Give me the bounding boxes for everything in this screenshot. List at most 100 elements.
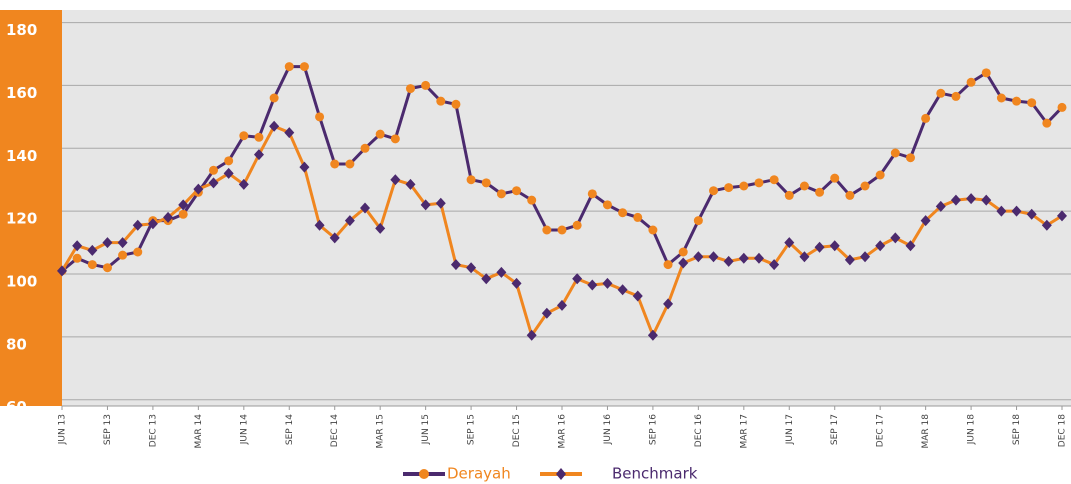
marker <box>996 93 1006 103</box>
marker <box>390 134 400 144</box>
marker <box>541 307 552 319</box>
marker <box>527 195 537 205</box>
marker <box>890 148 900 158</box>
marker <box>663 298 674 310</box>
marker <box>481 273 492 285</box>
marker <box>799 181 809 191</box>
y-tick-label: 80 <box>6 335 27 353</box>
marker <box>875 240 886 252</box>
x-tick-label: DEC 18 <box>1058 414 1068 447</box>
marker <box>314 219 325 231</box>
marker <box>678 247 688 257</box>
marker <box>253 149 264 161</box>
marker <box>905 153 915 163</box>
marker <box>496 189 506 199</box>
legend-marker <box>419 469 429 479</box>
marker <box>254 132 264 142</box>
marker <box>844 254 855 266</box>
marker <box>269 93 279 103</box>
marker <box>950 194 961 206</box>
marker <box>724 183 734 193</box>
marker <box>1042 118 1052 128</box>
marker <box>329 232 340 244</box>
marker <box>587 279 598 291</box>
marker <box>921 113 931 123</box>
marker <box>602 200 612 210</box>
marker <box>587 189 597 199</box>
marker <box>784 237 795 249</box>
marker <box>905 240 916 252</box>
marker <box>360 202 371 214</box>
marker <box>117 237 128 249</box>
x-tick-label: DEC 13 <box>148 414 158 447</box>
marker <box>451 99 461 109</box>
marker <box>996 205 1007 217</box>
y-tick-label: 180 <box>6 21 37 39</box>
marker <box>193 183 204 195</box>
marker <box>663 260 673 270</box>
marker <box>496 266 507 278</box>
marker <box>1041 219 1052 231</box>
marker <box>951 91 961 101</box>
marker <box>572 220 582 230</box>
marker <box>238 178 249 190</box>
marker <box>693 216 703 226</box>
legend-label: Benchmark <box>612 465 698 483</box>
x-tick-label: SEP 16 <box>648 414 658 445</box>
y-tick-label: 100 <box>6 273 37 291</box>
x-tick-label: MAR 16 <box>558 414 568 449</box>
marker <box>632 290 643 302</box>
marker <box>512 186 522 196</box>
marker <box>966 77 976 87</box>
marker <box>390 174 401 186</box>
marker <box>405 84 415 94</box>
marker <box>344 215 355 227</box>
marker <box>1011 205 1022 217</box>
marker <box>375 222 386 234</box>
x-tick-label: SEP 17 <box>830 414 840 445</box>
marker <box>481 178 491 188</box>
marker <box>223 167 234 179</box>
marker <box>1057 210 1067 222</box>
y-tick-label: 120 <box>6 210 37 228</box>
marker <box>284 127 295 139</box>
marker <box>981 68 991 78</box>
marker <box>118 250 128 260</box>
marker <box>708 251 719 263</box>
marker <box>421 80 431 90</box>
marker <box>829 240 840 252</box>
x-tick-label: MAR 15 <box>376 414 386 449</box>
marker <box>72 240 83 252</box>
y-tick-label: 60 <box>6 398 27 416</box>
marker <box>345 159 355 169</box>
x-tick-label: SEP 18 <box>1012 414 1022 445</box>
x-tick-label: JUN 15 <box>421 414 431 445</box>
marker <box>208 177 219 189</box>
legend-label: Derayah <box>447 465 511 483</box>
marker <box>405 178 416 190</box>
y-axis-band <box>0 10 62 406</box>
x-tick-label: JUN 16 <box>603 414 613 446</box>
legend-marker <box>556 468 566 480</box>
marker <box>602 277 613 289</box>
marker <box>466 175 476 185</box>
x-tick-label: DEC 14 <box>330 414 340 447</box>
marker <box>769 175 779 185</box>
marker <box>739 181 749 191</box>
marker <box>133 247 143 257</box>
marker <box>224 156 234 166</box>
marker <box>814 241 825 253</box>
x-tick-label: JUN 17 <box>785 414 795 445</box>
marker <box>572 273 583 285</box>
marker <box>890 232 901 244</box>
marker <box>557 299 567 311</box>
x-tick-label: SEP 15 <box>467 414 477 445</box>
marker <box>1027 98 1037 108</box>
marker <box>647 329 658 341</box>
marker <box>617 284 628 296</box>
x-tick-label: DEC 15 <box>512 414 522 447</box>
marker <box>330 159 340 169</box>
marker <box>315 112 325 122</box>
marker <box>178 209 188 219</box>
